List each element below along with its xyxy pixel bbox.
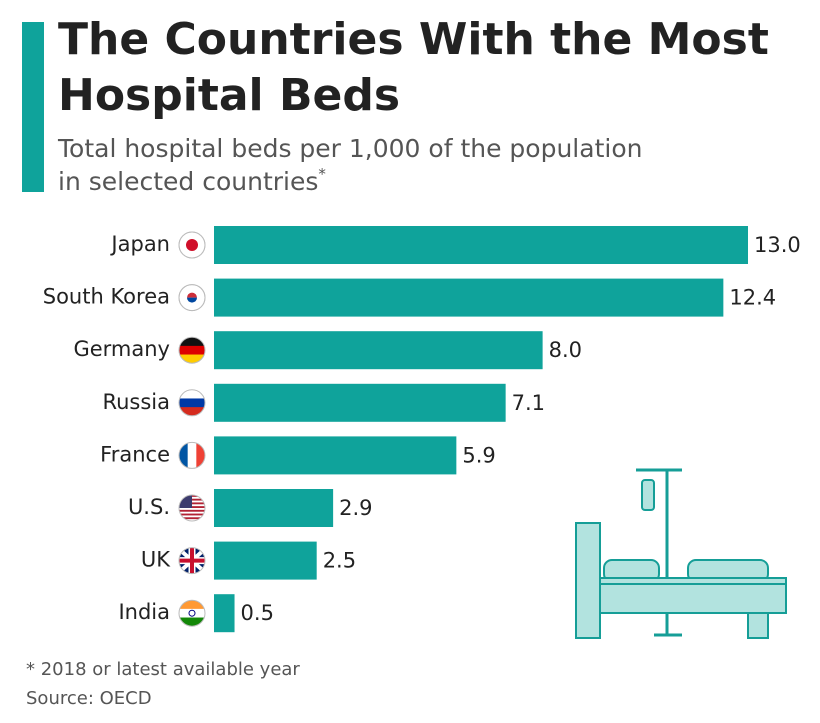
footnote-mark: *: [318, 165, 326, 183]
value-label: 7.1: [512, 391, 545, 415]
value-label: 2.5: [323, 549, 356, 573]
flag: [179, 407, 205, 416]
flag-border: [178, 389, 206, 417]
flag-border: [178, 494, 206, 522]
flag: [179, 389, 205, 399]
footnote: * 2018 or latest available year: [26, 659, 300, 680]
flag-border: [178, 441, 206, 469]
category-label: India: [118, 600, 170, 624]
bar: [214, 489, 334, 527]
flag-icon: [178, 441, 206, 469]
accent-bar: [22, 22, 44, 192]
flag: [179, 442, 189, 469]
value-label: 12.4: [729, 286, 776, 310]
bar: [214, 541, 317, 580]
value-label: 13.0: [754, 233, 801, 257]
flag: [179, 354, 205, 364]
flag: [187, 292, 197, 298]
flag: [179, 600, 205, 610]
flag-border: [178, 231, 206, 259]
flag: [187, 297, 197, 303]
bar: [214, 278, 724, 317]
flag-icon: [178, 599, 206, 627]
category-label: U.S.: [128, 495, 170, 519]
flag-icon: [178, 284, 206, 312]
flag-icon: [178, 231, 206, 259]
value-label: 2.9: [339, 496, 372, 520]
category-label: Russia: [102, 390, 170, 414]
category-label: South Korea: [43, 285, 170, 309]
flag: [179, 617, 205, 627]
flag-icon: [178, 547, 206, 575]
bar: [214, 594, 235, 633]
flag: [179, 337, 205, 347]
flag: [179, 517, 205, 520]
category-label: France: [100, 442, 170, 466]
flag-border: [178, 284, 206, 312]
category-label: UK: [141, 548, 171, 572]
flag-icon: [178, 494, 206, 522]
source: Source: OECD: [26, 688, 152, 709]
bar: [214, 226, 748, 264]
flag: [179, 509, 205, 512]
bar: [214, 436, 457, 475]
flag-border: [178, 599, 206, 627]
hospital-bed-illustration: [575, 468, 787, 639]
chart-subtitle: Total hospital beds per 1,000 of the pop…: [57, 134, 642, 196]
flag: [186, 239, 198, 251]
flag: [179, 398, 205, 408]
bar: [214, 331, 543, 370]
bar: [214, 383, 506, 422]
flag: [188, 609, 196, 617]
flag: [179, 547, 205, 574]
value-label: 5.9: [462, 443, 495, 467]
flag: [179, 513, 205, 516]
flag-border: [178, 547, 206, 575]
category-label: Japan: [109, 232, 170, 256]
flag: [187, 442, 197, 469]
chart-title: The Countries With the Most Hospital Beds: [58, 14, 769, 121]
value-label: 0.5: [241, 601, 274, 625]
flag-icon: [178, 336, 206, 364]
category-label: Germany: [73, 337, 170, 361]
value-label: 8.0: [549, 338, 582, 362]
flag-icon: [178, 389, 206, 417]
flag: [179, 608, 205, 619]
flag-border: [178, 336, 206, 364]
flag: [179, 345, 205, 356]
flag: [196, 442, 205, 469]
